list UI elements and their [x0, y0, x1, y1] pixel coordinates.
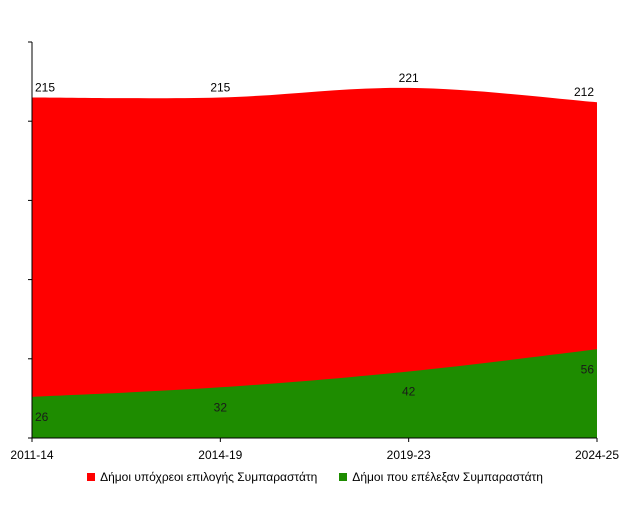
data-label-selected-2014-19: 32 [214, 400, 228, 414]
data-label-selected-2011-14: 26 [35, 410, 49, 424]
series-area-mandatory [32, 87, 597, 438]
data-label-mandatory-2019-23: 221 [399, 71, 419, 85]
series-area-selected [32, 349, 597, 438]
chart-canvas: 2011-14 2014-19 2019-23 2024-25 215 215 221 212… [10, 41, 619, 462]
data-label-mandatory-2014-19: 215 [210, 80, 230, 94]
legend-label-mandatory: Δήμοι υπόχρεοι επιλογής Συμπαραστάτη [100, 470, 318, 484]
legend-swatch-selected [339, 473, 348, 481]
data-label-mandatory-2024-25: 212 [574, 85, 594, 99]
legend-swatch-mandatory [87, 473, 96, 481]
x-tick-label-2024-25: 2024-25 [575, 448, 619, 462]
x-tick-label-2019-23: 2019-23 [387, 448, 431, 462]
data-label-selected-2024-25: 56 [581, 362, 595, 376]
legend-item-mandatory: Δήμοι υπόχρεοι επιλογής Συμπαραστάτη [87, 470, 317, 484]
legend-label-selected: Δήμοι που επέλεξαν Συμπαραστάτη [352, 470, 543, 484]
data-label-selected-2019-23: 42 [402, 384, 416, 398]
x-tick-label-2011-14: 2011-14 [10, 448, 53, 462]
legend: Δήμοι υπόχρεοι επιλογής Συμπαραστάτη Δήμ… [0, 470, 630, 484]
legend-item-selected: Δήμοι που επέλεξαν Συμπαραστάτη [339, 470, 543, 484]
x-tick-label-2014-19: 2014-19 [198, 448, 242, 462]
data-label-mandatory-2011-14: 215 [35, 80, 55, 94]
